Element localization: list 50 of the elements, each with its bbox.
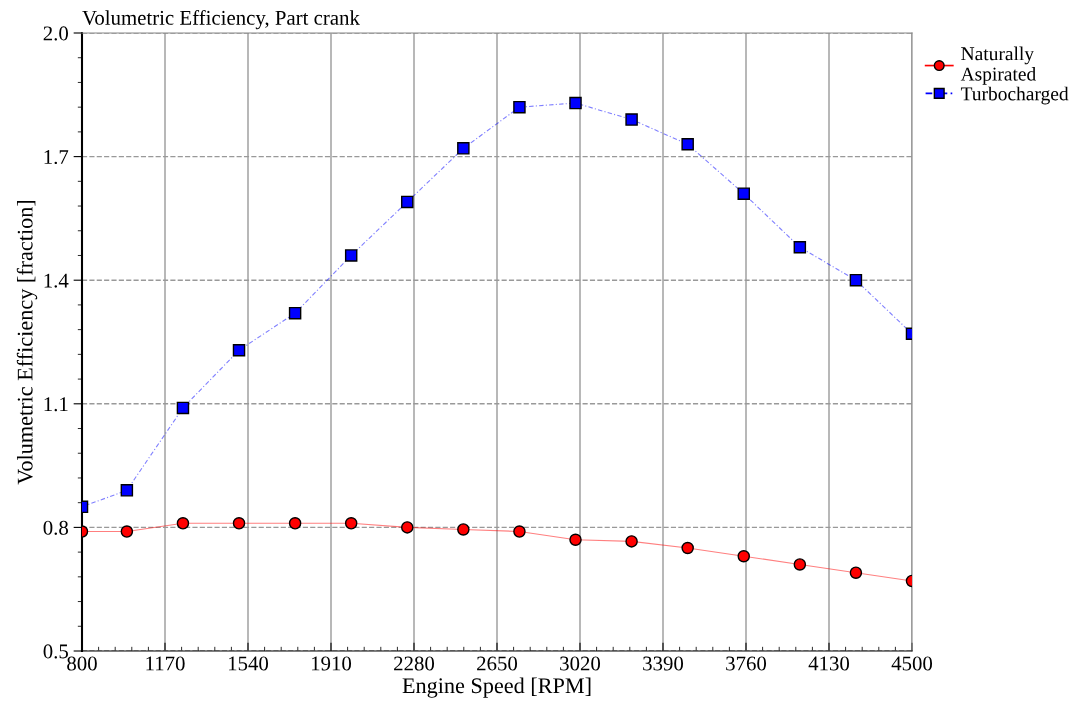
y-tick-label: 1.7 [44,150,69,165]
y-axis-title: Volumetric Efficiency [fraction] [16,200,38,485]
x-axis-title: Engine Speed [RPM] [402,677,591,698]
y-tick-label: 0.8 [43,520,69,535]
point [513,525,526,538]
point [569,96,582,110]
x-tick-label: 1540 [229,656,269,671]
x-tick-label: 1170 [146,656,185,671]
point [176,401,190,415]
x-tick-label: 3760 [726,656,767,671]
point [288,306,302,320]
point [513,100,526,114]
point [681,541,694,555]
point [120,525,134,538]
point [681,137,694,151]
point [625,535,638,548]
point [344,517,358,530]
x-tick-label: 4500 [891,656,933,671]
point [737,549,751,563]
point [401,195,414,209]
point [625,113,638,126]
y-tick-label: 1.1 [44,397,68,412]
x-tick-label: 3390 [643,656,684,671]
point [176,517,190,530]
y-tick-label: 2.0 [43,26,69,41]
point [120,484,134,497]
x-tick-label: 2280 [394,656,435,671]
x-tick-label: 3020 [560,656,601,671]
point [737,187,751,200]
point [401,521,414,534]
legend-label: Turbocharged [960,86,1069,105]
x-tick-label: 4130 [808,656,850,671]
x-tick-label: 800 [67,656,97,671]
point [344,249,358,262]
point [288,517,302,530]
point [232,517,246,530]
y-tick-label: 1.4 [44,273,69,288]
y-tick-label: 0.5 [43,644,68,659]
point [793,558,807,571]
chart-title: Volumetric Efficiency, Part crank [82,10,360,30]
legend-label: Naturally Aspirated [960,46,1036,85]
point [793,240,807,254]
point [232,343,246,357]
point [849,273,863,287]
point [849,566,863,579]
x-tick-label: 2650 [477,656,518,671]
point [569,533,582,547]
x-tick-label: 1910 [312,656,352,671]
point [457,523,470,536]
point [457,142,470,155]
